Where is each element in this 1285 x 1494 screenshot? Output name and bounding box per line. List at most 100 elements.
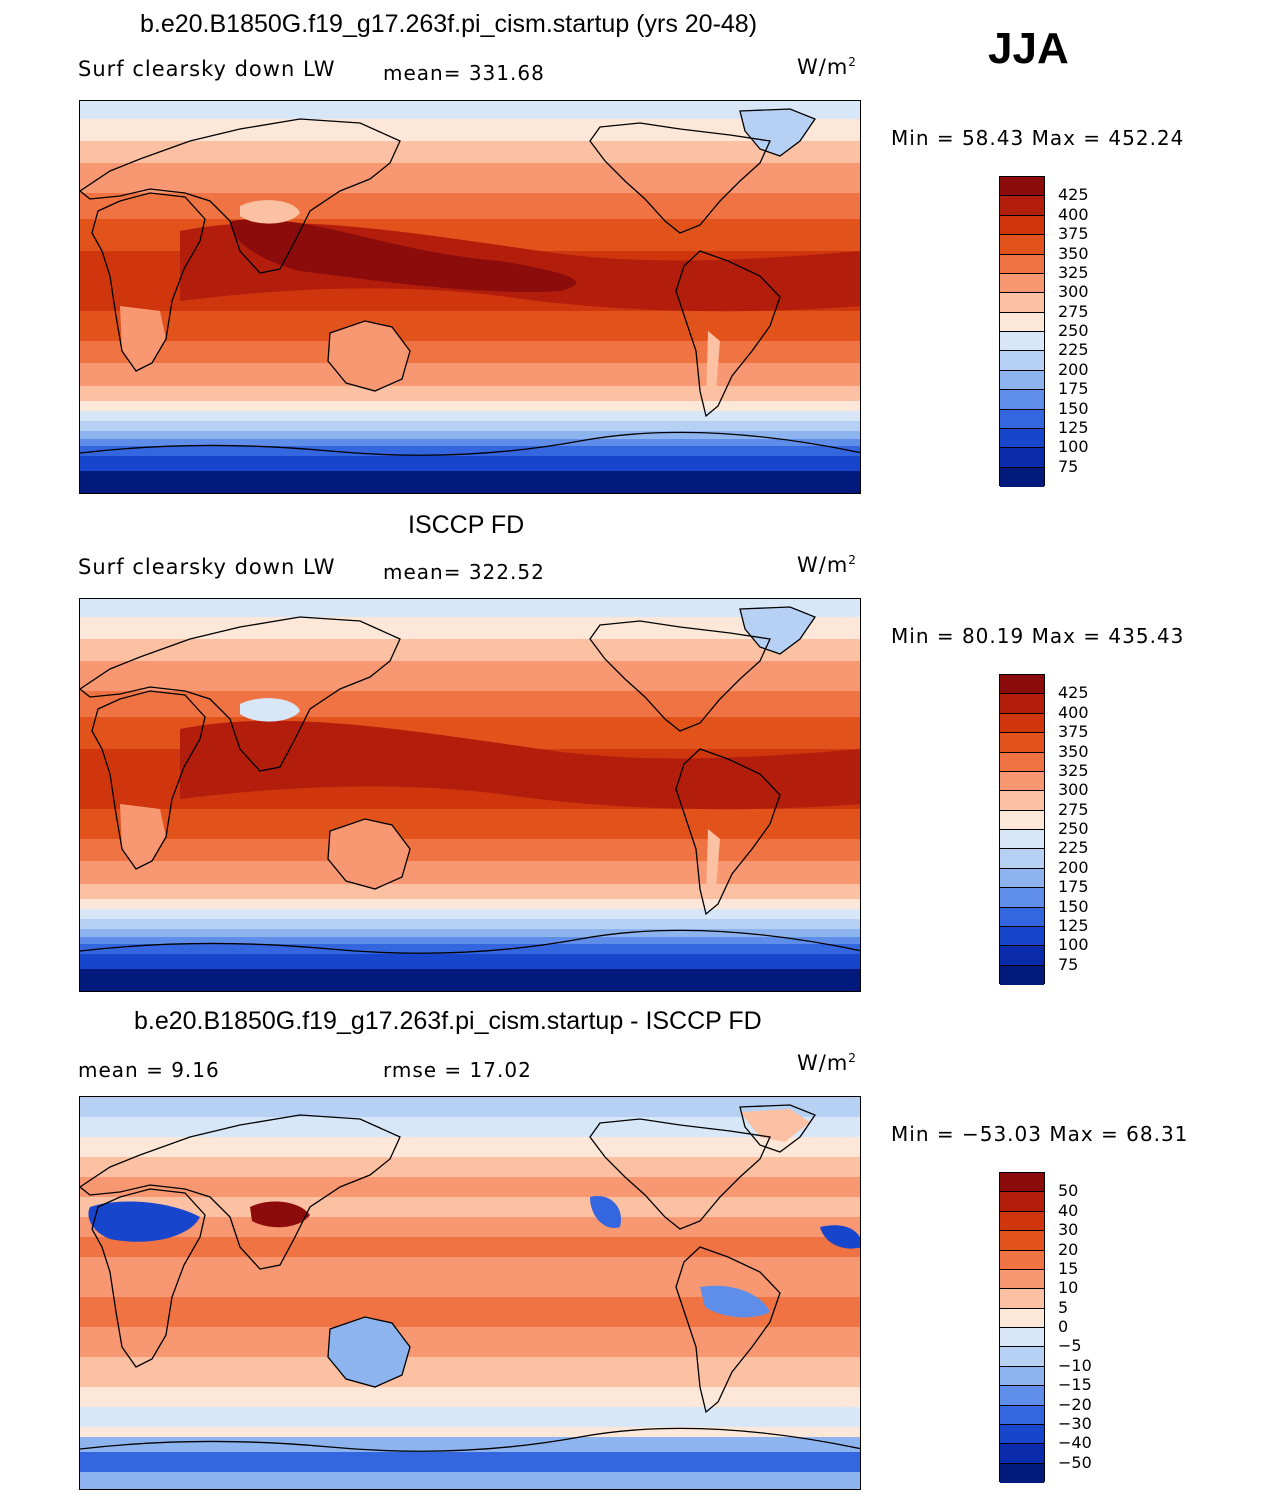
colorbar-swatch — [1000, 1386, 1044, 1406]
coastline — [80, 1114, 401, 1270]
colorbar-swatch — [1000, 1211, 1044, 1232]
colorbar-swatch — [1000, 196, 1044, 216]
colorbar-swatch — [1000, 254, 1044, 274]
coastline — [589, 620, 771, 732]
colorbar-tick-label: 425 — [1058, 185, 1089, 205]
colorbar-swatch — [1000, 771, 1044, 792]
panel3-minmax-label: Min = −53.03 Max = 68.31 — [891, 1122, 1189, 1146]
coastline — [739, 1104, 816, 1153]
tibet-cool — [240, 200, 300, 224]
colorbar-tick-label: 75 — [1058, 954, 1079, 974]
warm-max — [230, 219, 577, 292]
colorbar-swatch — [1000, 1173, 1044, 1193]
coastline — [675, 1246, 781, 1414]
colorbar-tick-label: 175 — [1058, 379, 1089, 399]
colorbar-swatch — [1000, 1424, 1044, 1445]
field-band — [80, 1137, 860, 1157]
colorbar-tick-label: 100 — [1058, 935, 1089, 955]
colorbar-tick-label: 5 — [1058, 1297, 1069, 1317]
neg-region — [328, 1317, 410, 1387]
coastline — [589, 1118, 771, 1230]
colorbar-tick-label: 15 — [1058, 1258, 1079, 1278]
colorbar-tick-label: 200 — [1058, 359, 1089, 379]
panel1-mean-label: mean= 331.68 — [383, 61, 545, 85]
colorbar-swatch — [1000, 273, 1044, 294]
colorbar-swatch — [1000, 1328, 1044, 1348]
panel3-mean-label: mean = 9.16 — [78, 1058, 220, 1082]
coastline — [80, 616, 401, 772]
colorbar-tick-label: 125 — [1058, 417, 1089, 437]
colorbar-tick-label: 250 — [1058, 321, 1089, 340]
field-band — [80, 919, 860, 929]
neg-region — [590, 1196, 621, 1228]
colorbar-swatch — [1000, 1269, 1044, 1290]
andes-cool — [706, 331, 720, 401]
coastline — [589, 122, 771, 234]
field-band — [80, 421, 860, 431]
panel3-colorbar-labels: 50 40 30 20 15 10 5 0 −5 −10 −15 −20 −30 −40 −50 — [1058, 1172, 1118, 1482]
colorbar-tick-label: 175 — [1058, 877, 1089, 897]
colorbar-swatch — [1000, 733, 1044, 753]
panel3-colorbar — [999, 1172, 1045, 1483]
colorbar-swatch — [1000, 1250, 1044, 1270]
field-band — [80, 1327, 860, 1357]
panel3-title: b.e20.B1850G.f19_g17.263f.pi_cism.startu… — [134, 1007, 762, 1035]
field-band — [80, 363, 860, 386]
greenland-cold — [740, 607, 815, 654]
warm-core — [180, 720, 860, 810]
field-band — [80, 639, 860, 661]
colorbar-swatch — [1000, 467, 1044, 487]
field-band — [80, 101, 860, 119]
field-band — [80, 163, 860, 193]
colorbar-swatch — [1000, 293, 1044, 313]
colorbar-tick-label: 400 — [1058, 204, 1089, 224]
colorbar-swatch — [1000, 448, 1044, 468]
field-band — [80, 1357, 860, 1387]
colorbar-swatch — [1000, 215, 1044, 236]
field-band — [80, 1237, 860, 1257]
colorbar-swatch — [1000, 312, 1044, 332]
field-band — [80, 969, 860, 991]
colorbar-swatch — [1000, 810, 1044, 830]
colorbar-tick-label: 250 — [1058, 819, 1089, 838]
colorbar-swatch — [1000, 1405, 1044, 1425]
land-cool — [328, 819, 410, 889]
neg-region — [88, 1201, 200, 1242]
colorbar-swatch — [1000, 888, 1044, 908]
panel1-colorbar — [999, 176, 1045, 487]
field-band — [80, 119, 860, 141]
andes-cool — [706, 829, 720, 899]
panel3-units: W/m2 — [797, 1051, 857, 1075]
colorbar-tick-label: −40 — [1058, 1433, 1092, 1453]
colorbar-swatch — [1000, 907, 1044, 927]
colorbar-swatch — [1000, 1231, 1044, 1251]
colorbar-tick-label: −5 — [1058, 1336, 1082, 1356]
field-band — [80, 439, 860, 446]
colorbar-swatch — [1000, 177, 1044, 197]
colorbar-swatch — [1000, 830, 1044, 850]
field-band — [80, 411, 860, 421]
field-band — [80, 884, 860, 899]
panel2-colorbar — [999, 674, 1045, 985]
greenland-cold — [740, 109, 815, 156]
field-band — [80, 456, 860, 471]
colorbar-tick-label: 350 — [1058, 243, 1089, 263]
panel1-variable-label: Surf clearsky down LW — [78, 57, 336, 81]
field-band — [80, 691, 860, 717]
colorbar-swatch — [1000, 1347, 1044, 1367]
colorbar-swatch — [1000, 1463, 1044, 1483]
colorbar-swatch — [1000, 235, 1044, 255]
colorbar-swatch — [1000, 713, 1044, 734]
field-band — [80, 141, 860, 163]
colorbar-tick-label: 300 — [1058, 780, 1089, 800]
field-band — [80, 1437, 860, 1452]
coastline — [80, 929, 860, 954]
panel2-minmax-label: Min = 80.19 Max = 435.43 — [891, 624, 1185, 648]
field-band — [80, 1177, 860, 1197]
colorbar-tick-label: 40 — [1058, 1200, 1079, 1220]
coastline — [675, 748, 781, 916]
colorbar-tick-label: 225 — [1058, 340, 1089, 360]
season-label: JJA — [988, 24, 1069, 73]
colorbar-swatch — [1000, 1366, 1044, 1387]
colorbar-tick-label: −30 — [1058, 1413, 1092, 1433]
